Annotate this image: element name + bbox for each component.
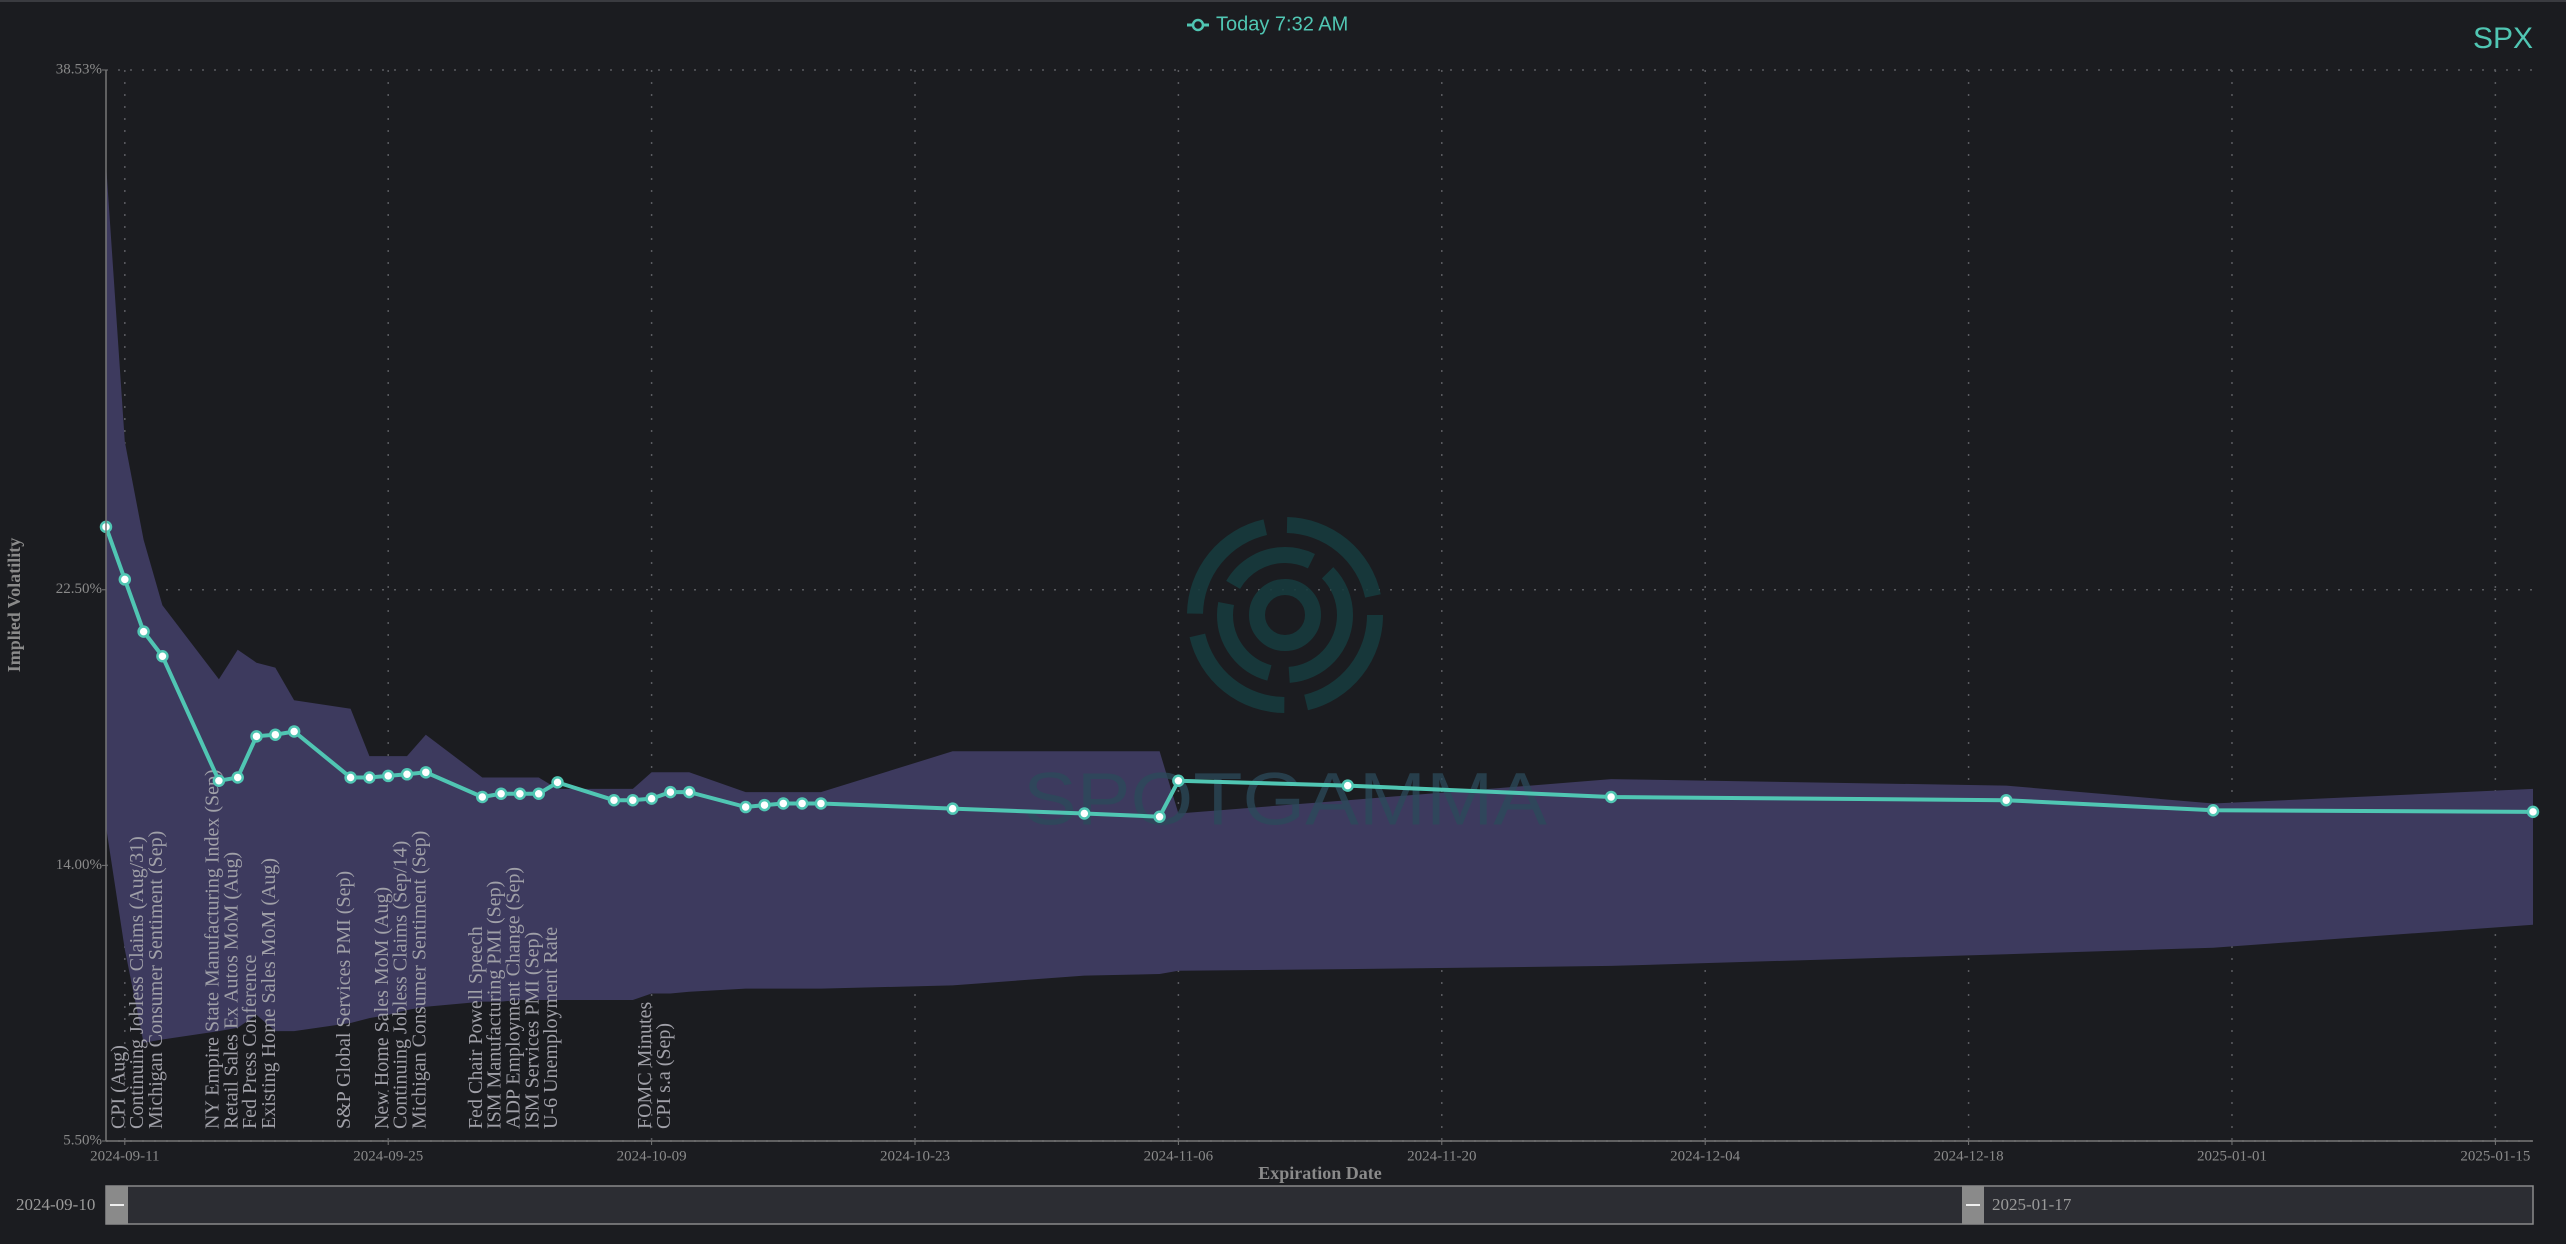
point [2206,804,2220,817]
point [626,793,640,807]
iv-band [106,163,2533,1043]
point [419,766,433,779]
event-label: Fed Chair Powell Speech [465,926,487,1129]
event-label: Continuing Jobless Claims (Aug/31) [126,836,148,1129]
point [156,649,169,663]
watermark-logo [1187,517,1383,713]
point [118,573,132,586]
point [513,787,527,800]
y-axis-title: Implied Volatility [4,538,24,673]
event-label: ISM Manufacturing PMI (Sep) [484,881,506,1129]
event-label: Michigan Consumer Sentiment (Sep) [408,831,430,1129]
point [551,776,564,789]
axes: 5.50% 14.00% 22.50% 38.53% 2024-09-11 2024-09… [56,61,2533,1164]
legend-label[interactable]: Today 7:32 AM [1216,13,1348,35]
x-tick-label: 2025-01-15 [2460,1148,2530,1164]
x-tick-label: 2024-09-11 [90,1148,159,1164]
point [1172,774,1185,788]
watermark [1187,517,1383,713]
event-label: Fed Press Conference [239,954,261,1129]
x-tick-label: 2024-11-06 [1144,1148,1214,1164]
x-tick-label: 2024-10-09 [617,1148,687,1164]
x-tick-label: 2024-12-18 [1934,1148,2004,1164]
event-label: Existing Home Sales MoM (Aug) [258,858,280,1129]
point [400,768,414,781]
point [381,769,395,783]
event-label: CPI (Aug) [107,1045,129,1129]
y-tick-label: 38.53% [56,61,102,77]
x-tick-label: 2024-09-25 [353,1148,423,1164]
point [664,785,677,799]
point [532,787,545,800]
point [777,797,790,810]
point [137,625,150,638]
point [1078,807,1091,820]
y-tick-label: 5.50% [63,1132,102,1148]
x-tick-label: 2024-11-20 [1407,1148,1476,1164]
point [1153,810,1166,823]
point [287,725,301,738]
events: CPI (Aug)Continuing Jobless Claims (Aug/… [107,769,675,1129]
line-layer [99,520,2540,823]
legend-icon [1191,18,1205,32]
event-label: ADP Employment Change (Sep) [503,867,525,1129]
point [231,771,244,784]
event-label: Continuing Jobless Claims (Sep/14) [390,841,412,1129]
point [814,797,828,810]
point [363,771,376,784]
point [476,790,489,804]
x-tick-label: 2025-01-01 [2197,1148,2267,1164]
event-label: New Home Sales MoM (Aug) [371,887,393,1129]
point [212,774,226,788]
symbol: SPX [2473,22,2533,55]
point [645,792,658,805]
range-track[interactable] [105,1185,2534,1225]
y-tick-label: 22.50% [56,581,102,597]
point [1604,790,1618,804]
event-label: FOMC Minutes [634,1002,656,1129]
event-label: ISM Services PMI (Sep) [521,932,543,1129]
watermark-logo [1217,547,1353,683]
watermark-logo [1249,579,1321,651]
point [795,797,809,810]
point [494,787,508,800]
event-label: S&P Global Services PMI (Sep) [333,871,355,1129]
point [1999,793,2013,807]
point [682,785,696,799]
point [607,793,621,807]
point [250,730,263,743]
watermark-text: SPOTGAMMA [1023,758,1548,841]
event-label: CPI s.a (Sep) [653,1023,675,1129]
point [344,771,357,784]
x-tick-label: 2024-10-23 [880,1148,950,1164]
x-tick-label: 2024-12-04 [1670,1148,1740,1164]
event-label: NY Empire State Manufacturing Index (Sep… [201,769,223,1129]
range-start-label: 2024-09-10 [16,1195,95,1214]
point [2526,805,2540,819]
range-slider[interactable]: 2024-09-10 2025-01-17 [16,1185,2534,1225]
event-label: Retail Sales Ex Autos MoM (Aug) [220,852,242,1129]
range-end-label: 2025-01-17 [1992,1195,2072,1214]
event-label: Michigan Consumer Sentiment (Sep) [145,831,167,1129]
point [946,802,959,815]
band-layer [106,163,2533,1043]
event-label: U-6 Unemployment Rate [540,927,562,1129]
x-axis-title: Expiration Date [1258,1163,1382,1183]
point [1341,779,1354,792]
point [739,800,752,814]
y-tick-label: 14.00% [56,857,102,873]
point [269,728,282,741]
point [758,798,771,812]
